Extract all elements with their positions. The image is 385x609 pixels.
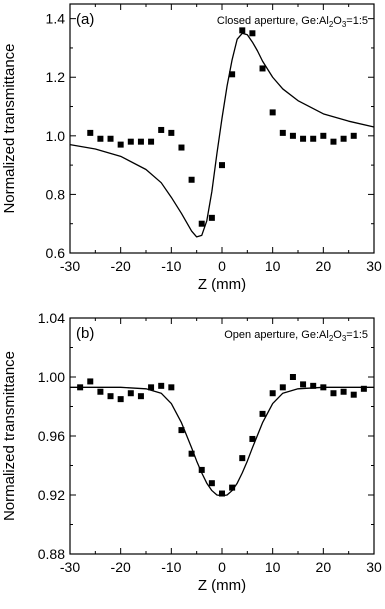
panel-b-y-tick-label: 0.88 [38, 546, 65, 562]
panel-b-data-point [280, 384, 286, 390]
panel-a-y-tick-label: 0.6 [46, 245, 66, 261]
panel-a-data-point [280, 130, 286, 136]
panel-b-data-point [239, 455, 245, 461]
panel-b-data-point [351, 392, 357, 398]
panel-a-data-point [290, 133, 296, 139]
panel-b-x-tick-label: 30 [366, 559, 382, 575]
panel-b-x-tick-label: 20 [316, 559, 332, 575]
panel-a-data-point [158, 127, 164, 133]
panel-b-x-tick-label: -20 [111, 559, 131, 575]
panel-a-annotation: Closed aperture, Ge:Al2O3=1:5 [217, 15, 368, 29]
panel-b-annotation: Open aperture, Ge:Al2O3=1:5 [224, 329, 368, 343]
panel-a-x-tick-label: 20 [316, 258, 332, 274]
panel-b-data-point [87, 378, 93, 384]
panel-b-x-tick-label: 10 [265, 559, 281, 575]
panel-a-data-point [178, 145, 184, 151]
panel-b-data-point [158, 383, 164, 389]
panel-b-x-tick-label: -10 [161, 559, 181, 575]
panel-a-plot-frame [70, 4, 374, 253]
panel-a-data-point [270, 109, 276, 115]
panel-b-y-axis-title: Normalized transmittance [1, 351, 18, 521]
panel-b-y-tick-label: 0.92 [38, 487, 65, 503]
panel-b: -30 -20 -10 0 10 20 300.880.920.961.001.04Z (m… [1, 310, 382, 594]
panel-b-fit-line [70, 387, 374, 495]
panel-a-y-tick-label: 1.0 [46, 128, 66, 144]
panel-b-y-tick-label: 1.04 [38, 310, 65, 326]
panel-a-data-point [341, 136, 347, 142]
panel-b-data-point [108, 393, 114, 399]
panel-a-data-point [108, 136, 114, 142]
panel-b-data-point [270, 390, 276, 396]
panel-a-fit-line [70, 33, 374, 237]
panel-a-data-point [148, 139, 154, 145]
panel-a-x-axis-title: Z (mm) [198, 276, 246, 293]
panel-a-data-point [320, 133, 326, 139]
panel-a-data-point [168, 130, 174, 136]
panel-b-label: (b) [76, 325, 94, 342]
panel-b-data-point [290, 374, 296, 380]
panel-b-data-point [128, 390, 134, 396]
panel-a-data-point [138, 139, 144, 145]
panel-a-data-point [239, 27, 245, 33]
panel-b-data-point [209, 480, 215, 486]
panel-b-y-tick-label: 1.00 [38, 369, 65, 385]
panel-a-x-tick-label: -10 [161, 258, 181, 274]
panel-a-data-point [260, 65, 266, 71]
panel-a-data-point [97, 136, 103, 142]
panel-a-data-point [128, 139, 134, 145]
panel-a-data-point [209, 215, 215, 221]
panel-b-data-point [97, 389, 103, 395]
panel-a-data-point [219, 162, 225, 168]
panel-a-y-tick-label: 1.2 [46, 69, 66, 85]
panel-a-data-point [249, 30, 255, 36]
panel-b-data-point [260, 411, 266, 417]
panel-a-label: (a) [76, 11, 94, 28]
panel-b-x-axis-title: Z (mm) [198, 577, 246, 594]
panel-b-y-tick-label: 0.96 [38, 428, 65, 444]
panel-a-x-tick-label: 0 [218, 258, 226, 274]
panel-a-data-point [310, 136, 316, 142]
panel-b-data-point [118, 396, 124, 402]
panel-a-data-point [189, 177, 195, 183]
panel-a-y-tick-label: 0.8 [46, 186, 66, 202]
panel-a-x-tick-label: 10 [265, 258, 281, 274]
panel-a-y-tick-label: 1.4 [46, 11, 66, 27]
panel-a-y-axis-title: Normalized transmittance [1, 43, 18, 213]
panel-a: -30 -20 -10 0 10 20 300.60.81.01.21.4Z (mm)Nor… [1, 4, 382, 293]
panel-b-data-point [168, 384, 174, 390]
panel-a-data-point [351, 133, 357, 139]
panel-b-data-point [341, 389, 347, 395]
panel-a-x-tick-label: -20 [111, 258, 131, 274]
panel-a-data-point [300, 136, 306, 142]
panel-b-plot-frame [70, 318, 374, 554]
panel-a-data-point [199, 221, 205, 227]
panel-a-data-point [330, 139, 336, 145]
panel-a-data-point [118, 142, 124, 148]
panel-a-data-point [87, 130, 93, 136]
panel-b-x-tick-label: 0 [218, 559, 226, 575]
panel-b-data-point [138, 393, 144, 399]
panel-a-x-tick-label: 30 [366, 258, 382, 274]
panel-b-data-point [300, 381, 306, 387]
panel-b-data-point [330, 390, 336, 396]
